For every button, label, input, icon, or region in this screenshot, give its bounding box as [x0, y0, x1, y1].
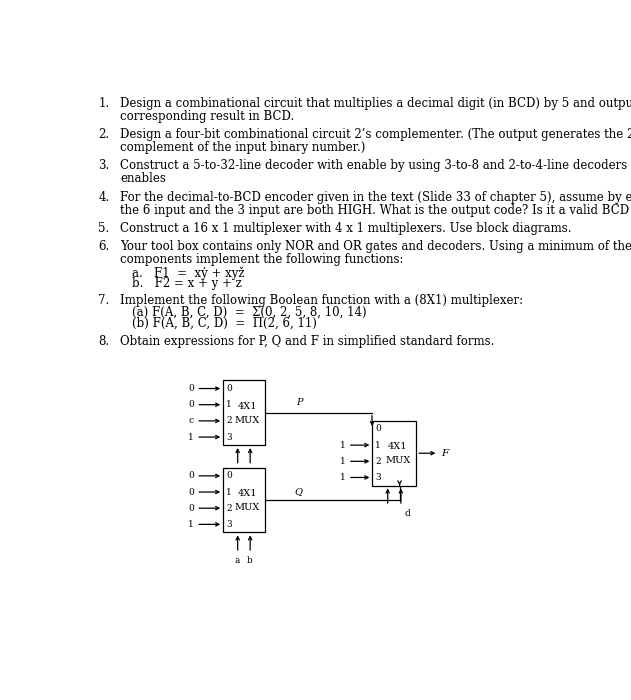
Text: Construct a 5-to-32-line decoder with enable by using 3-to-8 and 2-to-4-line dec: Construct a 5-to-32-line decoder with en… [121, 160, 631, 172]
Text: 0: 0 [226, 384, 232, 393]
Text: corresponding result in BCD.: corresponding result in BCD. [121, 111, 295, 123]
Text: For the decimal-to-BCD encoder given in the text (Slide 33 of chapter 5), assume: For the decimal-to-BCD encoder given in … [121, 190, 631, 204]
Text: 5.: 5. [98, 222, 110, 235]
Text: 1: 1 [188, 520, 194, 529]
Text: b: b [247, 556, 253, 565]
Text: 7.: 7. [98, 294, 110, 307]
Text: Construct a 16 x 1 multiplexer with 4 x 1 multiplexers. Use block diagrams.: Construct a 16 x 1 multiplexer with 4 x … [121, 222, 572, 235]
Text: P: P [296, 398, 302, 407]
Text: 1: 1 [340, 440, 346, 449]
Text: 1: 1 [226, 487, 232, 496]
Text: 3: 3 [226, 520, 232, 529]
Text: 1: 1 [375, 440, 381, 449]
Text: 1: 1 [340, 457, 346, 466]
Text: Implement the following Boolean function with a (8X1) multiplexer:: Implement the following Boolean function… [121, 294, 524, 307]
Text: enables: enables [121, 172, 167, 186]
Text: d: d [405, 510, 411, 518]
Text: a: a [235, 556, 240, 565]
Text: 4X1: 4X1 [388, 442, 408, 452]
Text: complement of the input binary number.): complement of the input binary number.) [121, 141, 366, 154]
Text: the 6 input and the 3 input are both HIGH. What is the output code? Is it a vali: the 6 input and the 3 input are both HIG… [121, 204, 631, 217]
Text: 0: 0 [188, 400, 194, 410]
Text: 0: 0 [226, 471, 232, 480]
Text: c: c [189, 416, 194, 426]
Text: Your tool box contains only NOR and OR gates and decoders. Using a minimum of th: Your tool box contains only NOR and OR g… [121, 240, 631, 253]
Text: (b) F(A, B, C, D)  =  Π(2, 6, 11): (b) F(A, B, C, D) = Π(2, 6, 11) [132, 317, 317, 330]
Text: 4X1: 4X1 [237, 489, 257, 498]
Text: 0: 0 [188, 487, 194, 496]
Text: Design a four-bit combinational circuit 2’s complementer. (The output generates : Design a four-bit combinational circuit … [121, 128, 631, 141]
Text: 3: 3 [375, 473, 381, 482]
Text: Q: Q [294, 486, 302, 496]
Text: components implement the following functions:: components implement the following funct… [121, 253, 404, 266]
Text: 4X1: 4X1 [237, 402, 257, 411]
Text: b.   F2 = x + y + z: b. F2 = x + y + z [132, 277, 242, 290]
Text: Obtain expressions for P, Q and F in simplified standard forms.: Obtain expressions for P, Q and F in sim… [121, 335, 495, 348]
Text: 1: 1 [188, 433, 194, 442]
Text: 0: 0 [375, 424, 381, 433]
Text: 2: 2 [375, 457, 381, 466]
Text: F: F [440, 449, 448, 458]
Text: 1: 1 [226, 400, 232, 410]
Text: 8.: 8. [98, 335, 110, 348]
Text: Design a combinational circuit that multiplies a decimal digit (in BCD) by 5 and: Design a combinational circuit that mult… [121, 97, 631, 111]
Text: MUX: MUX [235, 503, 260, 512]
Text: 4.: 4. [98, 190, 110, 204]
Text: 0: 0 [188, 504, 194, 512]
Text: 6.: 6. [98, 240, 110, 253]
Text: 2.: 2. [98, 128, 110, 141]
Text: 2: 2 [226, 416, 232, 426]
Text: a.   F1  =  xẏ + xyž: a. F1 = xẏ + xyž [132, 266, 244, 280]
Text: 3: 3 [226, 433, 232, 442]
Text: 3.: 3. [98, 160, 110, 172]
Text: a: a [235, 469, 240, 478]
Bar [223, 381, 265, 445]
Text: 1.: 1. [98, 97, 110, 111]
Text: b: b [247, 469, 253, 478]
Text: MUX: MUX [385, 456, 411, 466]
Text: MUX: MUX [235, 416, 260, 425]
Text: (a) F(A, B, C, D)  =  Σ(0, 2, 5, 8, 10, 14): (a) F(A, B, C, D) = Σ(0, 2, 5, 8, 10, 14… [132, 306, 367, 319]
Text: 0: 0 [188, 384, 194, 393]
Text: 1: 1 [340, 473, 346, 482]
Text: 0: 0 [188, 471, 194, 480]
Text: 2: 2 [226, 504, 232, 512]
Bar [223, 468, 265, 533]
Bar [372, 421, 416, 486]
